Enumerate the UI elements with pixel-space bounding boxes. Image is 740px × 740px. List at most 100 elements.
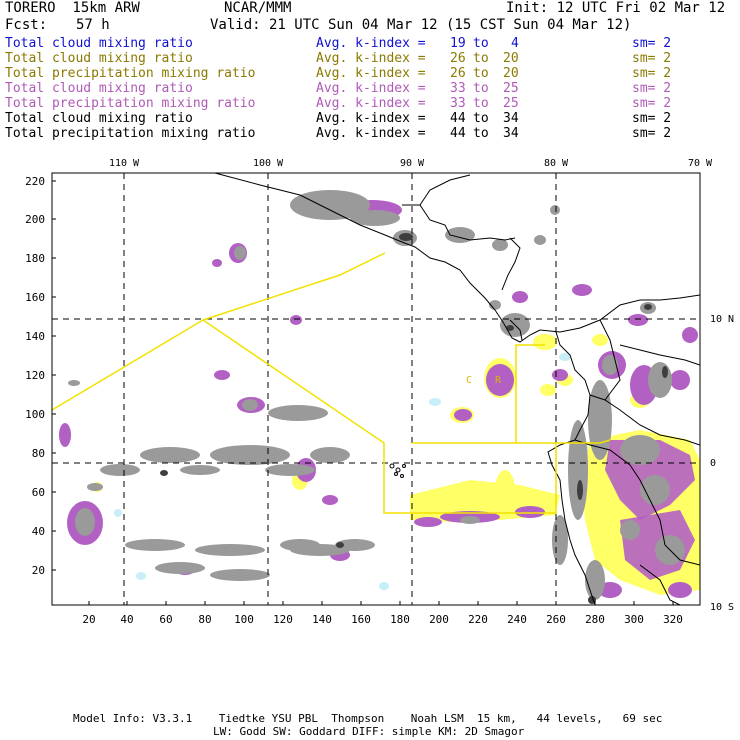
legend-row: Total cloud mixing ratio Avg. k-index = …	[5, 111, 705, 126]
legend-kindex-high: 26	[450, 51, 466, 66]
x-tick-label: 300	[624, 613, 644, 626]
map-plot-area	[52, 173, 700, 605]
init-time: Init: 12 UTC Fri 02 Mar 12	[506, 0, 726, 16]
legend-kindex-high: 19	[450, 36, 466, 51]
forecast-label: Fcst:	[5, 17, 48, 33]
legend-field: Total cloud mixing ratio	[5, 81, 193, 96]
lon-label: 100 W	[253, 158, 284, 169]
legend-smoothing: sm= 2	[632, 111, 672, 126]
organization-label: NCAR/MMM	[224, 0, 292, 16]
legend-kindex-label: Avg. k-index =	[316, 66, 426, 81]
legend-kindex-high: 44	[450, 111, 466, 126]
legend-field: Total precipitation mixing ratio	[5, 96, 256, 111]
plot-frame	[51, 172, 701, 606]
x-tick-label: 100	[234, 613, 254, 626]
x-tick-label: 200	[429, 613, 449, 626]
legend-row: Total cloud mixing ratio Avg. k-index = …	[5, 36, 705, 51]
legend-field: Total precipitation mixing ratio	[5, 66, 256, 81]
lon-label: 110 W	[109, 158, 140, 169]
model-title: TORERO 15km ARW	[5, 0, 140, 16]
y-tick-label: 180	[25, 252, 45, 265]
legend-kindex-high: 26	[450, 66, 466, 81]
legend-smoothing: sm= 2	[632, 51, 672, 66]
lat-label: 10 N	[710, 314, 734, 325]
physics-info: LW: Godd SW: Goddard DIFF: simple KM: 2D…	[213, 725, 525, 738]
legend-kindex-high: 33	[450, 96, 466, 111]
lat-label: 0	[710, 458, 716, 469]
legend-kindex-high: 33	[450, 81, 466, 96]
x-tick-label: 240	[507, 613, 527, 626]
x-tick-label: 120	[273, 613, 293, 626]
legend-kindex-low: 25	[503, 96, 519, 111]
legend-kindex-low: 34	[503, 111, 519, 126]
legend-row: Total cloud mixing ratio Avg. k-index = …	[5, 81, 705, 96]
legend-to: to	[473, 66, 489, 81]
coastlines	[214, 173, 700, 605]
legend-to: to	[473, 36, 489, 51]
y-tick-label: 200	[25, 213, 45, 226]
x-tick-label: 160	[351, 613, 371, 626]
galapagos-islands	[389, 463, 406, 478]
x-tick-label: 40	[120, 613, 133, 626]
valid-time: Valid: 21 UTC Sun 04 Mar 12 (15 CST Sun …	[210, 17, 632, 33]
lat-lon-grid	[52, 173, 700, 605]
axis-ticks	[52, 180, 674, 605]
x-tick-label: 220	[468, 613, 488, 626]
legend-kindex-label: Avg. k-index =	[316, 51, 426, 66]
lat-label: 10 S	[710, 602, 734, 613]
legend-smoothing: sm= 2	[632, 96, 672, 111]
y-tick-label: 220	[25, 175, 45, 188]
legend-field: Total cloud mixing ratio	[5, 51, 193, 66]
legend-kindex-high: 44	[450, 126, 466, 141]
legend-to: to	[473, 126, 489, 141]
legend-kindex-low: 20	[503, 51, 519, 66]
legend-kindex-label: Avg. k-index =	[316, 126, 426, 141]
legend-field: Total cloud mixing ratio	[5, 36, 193, 51]
lon-label: 80 W	[544, 158, 569, 169]
forecast-hour: 57 h	[76, 17, 110, 33]
y-tick-label: 140	[25, 330, 45, 343]
legend-to: to	[473, 81, 489, 96]
legend-field: Total precipitation mixing ratio	[5, 126, 256, 141]
legend-kindex-label: Avg. k-index =	[316, 36, 426, 51]
lon-label: 90 W	[400, 158, 425, 169]
x-tick-label: 280	[585, 613, 605, 626]
legend-kindex-low: 4	[511, 36, 519, 51]
legend-to: to	[473, 51, 489, 66]
model-info: Model Info: V3.3.1 Tiedtke YSU PBL Thomp…	[73, 712, 663, 725]
y-tick-label: 60	[32, 486, 45, 499]
legend-kindex-low: 20	[503, 66, 519, 81]
legend-kindex-label: Avg. k-index =	[316, 81, 426, 96]
dark-cores	[160, 233, 668, 604]
x-tick-label: 20	[82, 613, 95, 626]
legend-smoothing: sm= 2	[632, 81, 672, 96]
legend-field: Total cloud mixing ratio	[5, 111, 193, 126]
legend-to: to	[473, 96, 489, 111]
legend-row: Total precipitation mixing ratio Avg. k-…	[5, 66, 705, 81]
legend-smoothing: sm= 2	[632, 36, 672, 51]
legend-smoothing: sm= 2	[632, 66, 672, 81]
y-tick-label: 100	[25, 408, 45, 421]
yellow-boundaries	[52, 252, 611, 514]
x-tick-label: 60	[159, 613, 172, 626]
legend-to: to	[473, 111, 489, 126]
legend-smoothing: sm= 2	[632, 126, 672, 141]
x-tick-label: 140	[312, 613, 332, 626]
legend-row: Total cloud mixing ratio Avg. k-index = …	[5, 51, 705, 66]
x-tick-label: 180	[390, 613, 410, 626]
legend-kindex-low: 25	[503, 81, 519, 96]
gray-shading	[68, 190, 685, 600]
x-tick-label: 260	[546, 613, 566, 626]
x-tick-label: 80	[198, 613, 211, 626]
map-marker: C	[466, 375, 472, 386]
y-tick-label: 80	[32, 447, 45, 460]
y-tick-label: 160	[25, 291, 45, 304]
legend-row: Total precipitation mixing ratio Avg. k-…	[5, 126, 705, 141]
x-tick-label: 320	[663, 613, 683, 626]
lon-label: 70 W	[688, 158, 713, 169]
y-tick-label: 20	[32, 564, 45, 577]
legend-kindex-label: Avg. k-index =	[316, 96, 426, 111]
legend-kindex-low: 34	[503, 126, 519, 141]
map-marker: R	[495, 375, 502, 386]
